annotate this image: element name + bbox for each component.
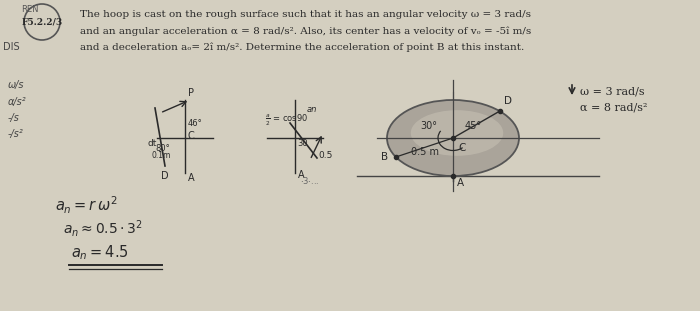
Text: -/s²: -/s² xyxy=(8,129,24,139)
Ellipse shape xyxy=(411,110,503,156)
Text: F5.2.2/3: F5.2.2/3 xyxy=(22,17,62,26)
Text: $a_n = 4.5$: $a_n = 4.5$ xyxy=(71,243,129,262)
Ellipse shape xyxy=(387,100,519,176)
Text: $\cdot$3$\cdot$...: $\cdot$3$\cdot$... xyxy=(300,175,320,186)
Text: ω/s: ω/s xyxy=(8,80,25,90)
Text: REN: REN xyxy=(21,5,38,14)
Text: A: A xyxy=(457,178,464,188)
Text: α = 8 rad/s²: α = 8 rad/s² xyxy=(580,102,648,112)
Text: B: B xyxy=(381,152,388,162)
Text: 30: 30 xyxy=(297,138,307,147)
Text: P: P xyxy=(188,88,194,98)
Text: and an angular acceleration α = 8 rad/s². Also, its center has a velocity of vₒ : and an angular acceleration α = 8 rad/s²… xyxy=(80,26,531,35)
Text: A: A xyxy=(188,173,195,183)
Text: 46°: 46° xyxy=(188,119,203,128)
Text: DIS: DIS xyxy=(3,42,20,52)
Text: 0.5: 0.5 xyxy=(318,151,332,160)
Text: C: C xyxy=(188,131,195,141)
Text: 45°: 45° xyxy=(464,121,482,131)
Text: D: D xyxy=(504,96,512,106)
Text: α/s²: α/s² xyxy=(8,97,27,107)
Text: and a deceleration aₒ= 2î m/s². Determine the acceleration of point B at this in: and a deceleration aₒ= 2î m/s². Determin… xyxy=(80,42,524,52)
Text: A: A xyxy=(298,170,304,180)
Text: $a_n \approx 0.5 \cdot 3^2$: $a_n \approx 0.5 \cdot 3^2$ xyxy=(63,218,144,239)
Text: -/s: -/s xyxy=(8,113,20,123)
Text: $a_n = r\, \omega^2$: $a_n = r\, \omega^2$ xyxy=(55,195,118,216)
Text: an: an xyxy=(307,105,317,114)
Text: D: D xyxy=(161,171,169,181)
Text: ω = 3 rad/s: ω = 3 rad/s xyxy=(580,86,645,96)
Text: 0.5 m: 0.5 m xyxy=(411,147,439,157)
Text: 30°: 30° xyxy=(421,121,438,131)
Text: The hoop is cast on the rough surface such that it has an angular velocity ω = 3: The hoop is cast on the rough surface su… xyxy=(80,10,531,19)
Text: 80°: 80° xyxy=(155,144,170,153)
Text: C: C xyxy=(458,143,466,153)
Text: dt: dt xyxy=(148,140,157,148)
Text: $\frac{a}{2}$ = cos90: $\frac{a}{2}$ = cos90 xyxy=(265,113,308,128)
Text: 0.1m: 0.1m xyxy=(152,151,171,160)
